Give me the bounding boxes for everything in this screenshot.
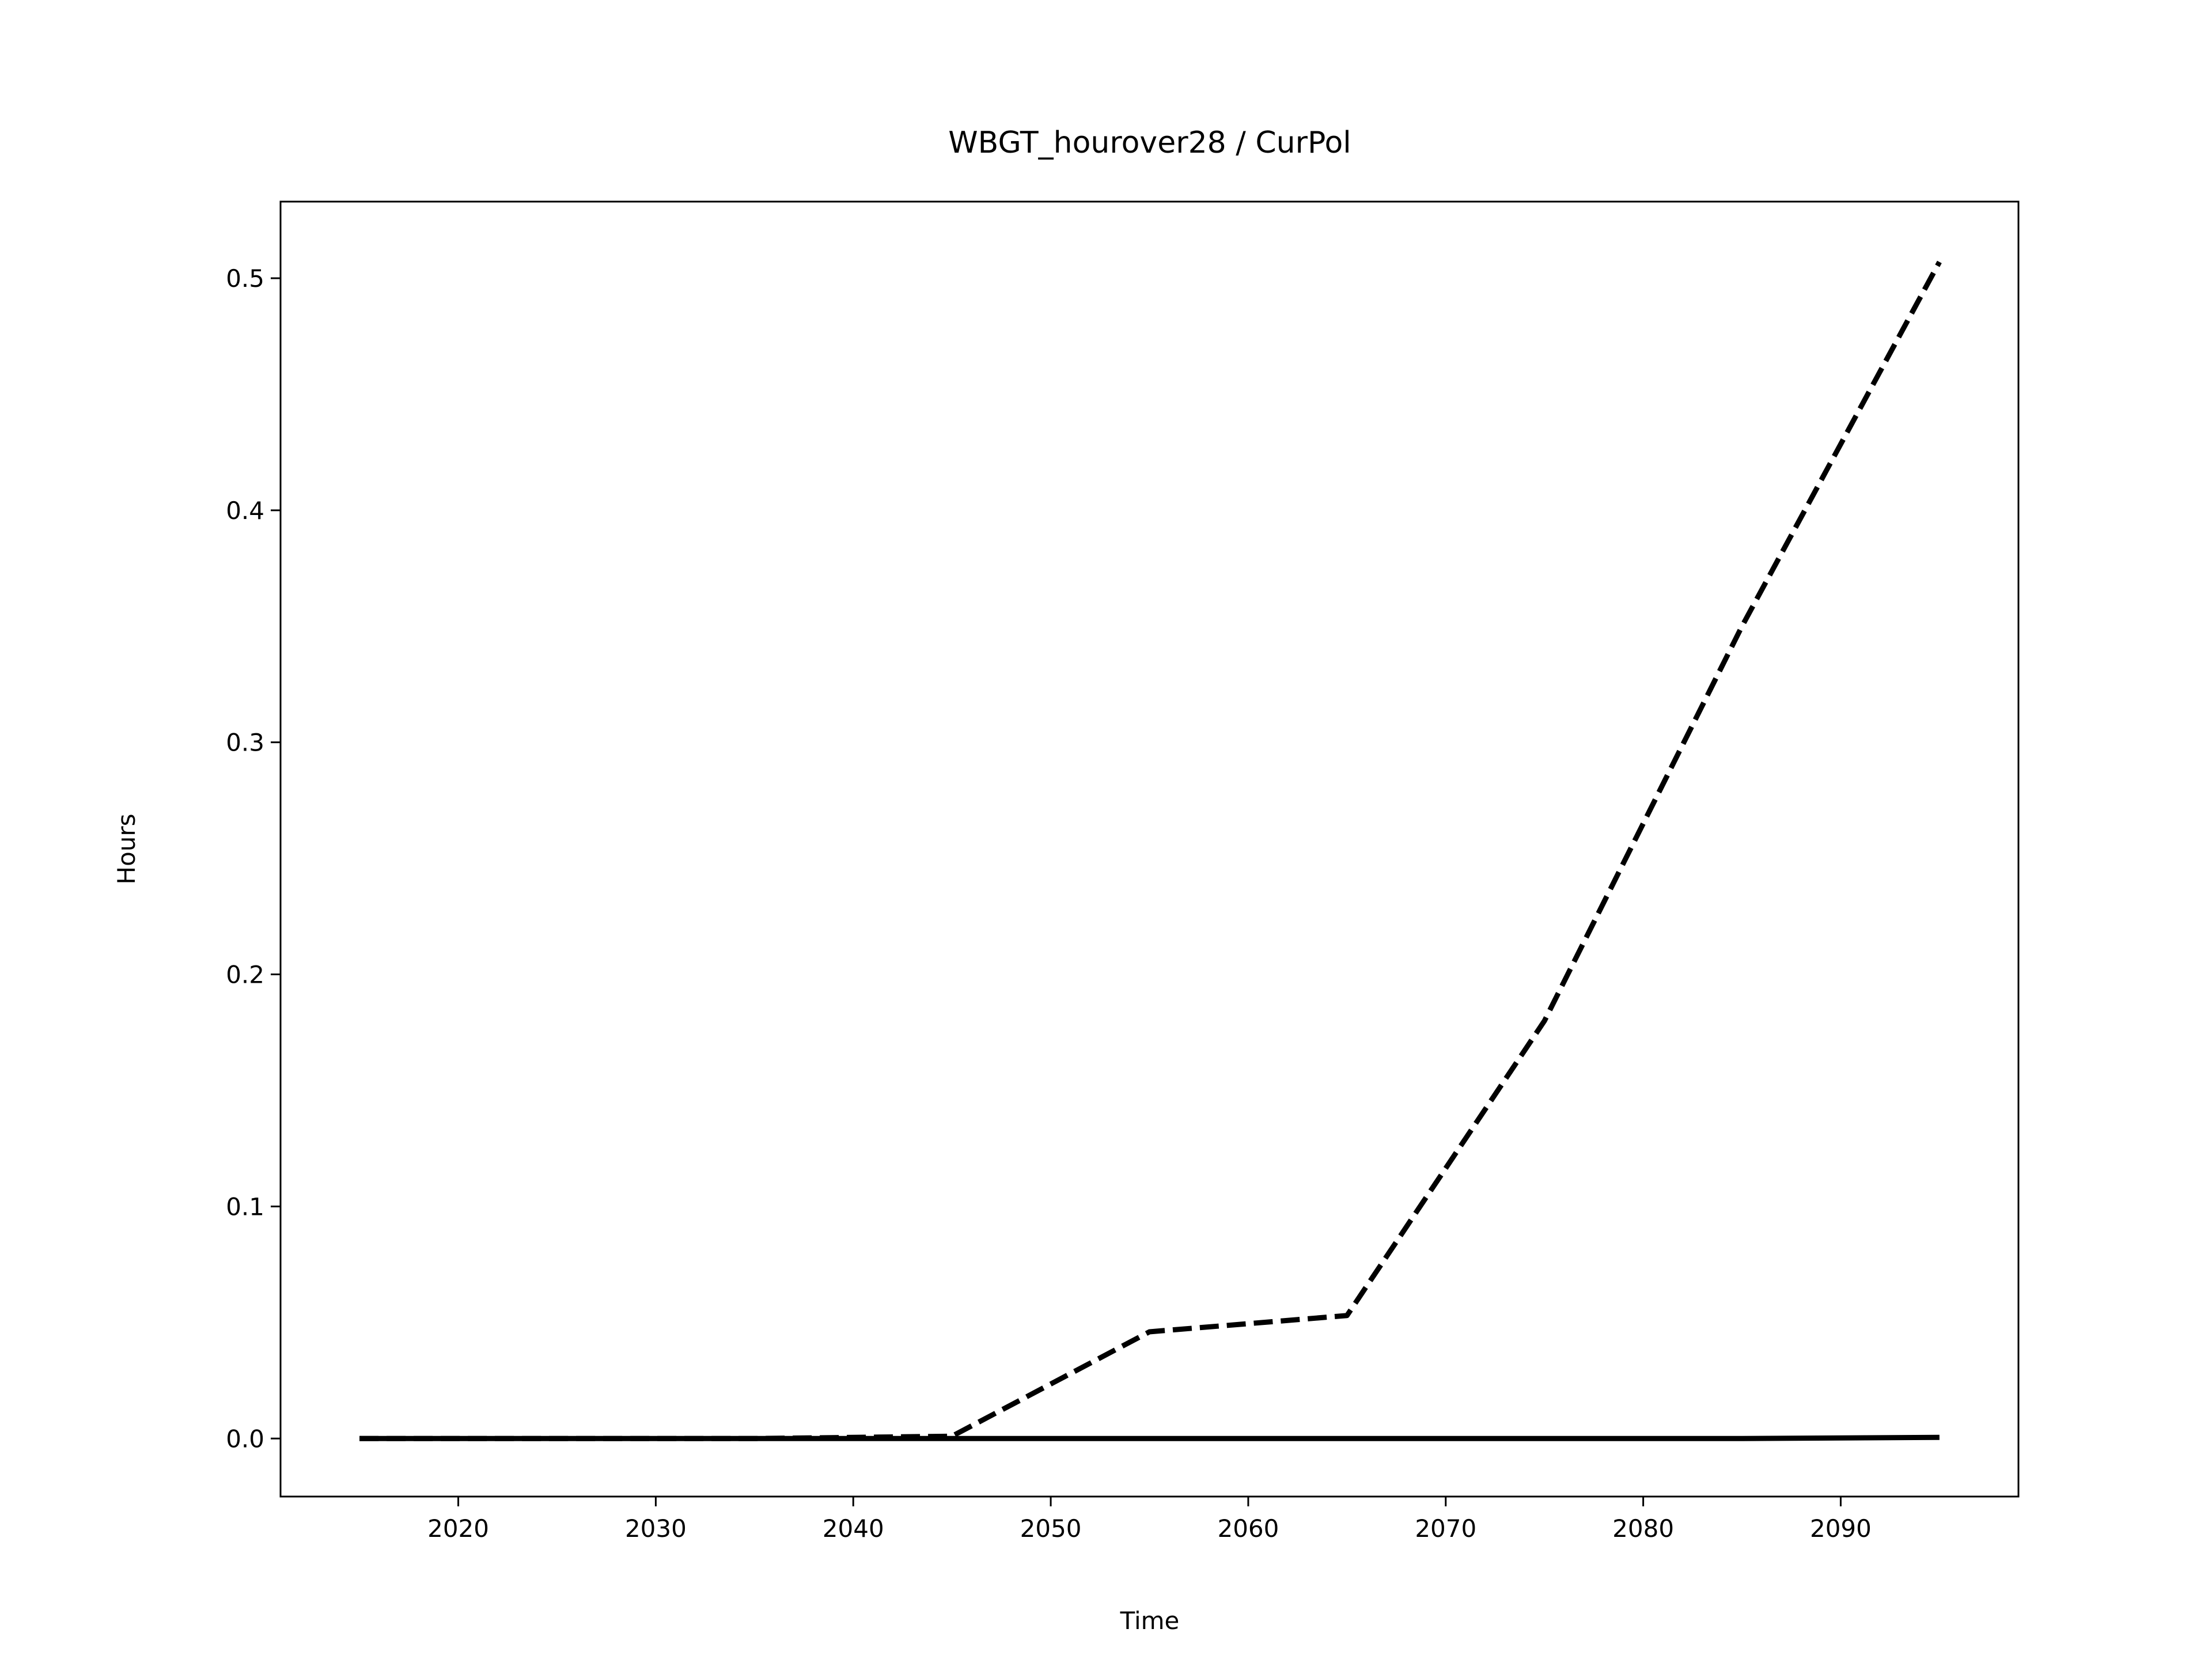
series-line bbox=[359, 1434, 1940, 1441]
x-tick-label: 2060 bbox=[1217, 1514, 1279, 1543]
x-tick-label: 2080 bbox=[1612, 1514, 1674, 1543]
y-tick-label: 0.0 bbox=[226, 1425, 264, 1453]
x-axis-label: Time bbox=[1120, 1607, 1180, 1635]
plot-frame bbox=[279, 200, 2020, 1498]
series-line bbox=[359, 260, 1942, 1441]
x-tick-label: 2070 bbox=[1415, 1514, 1476, 1543]
x-tick-label: 2020 bbox=[427, 1514, 489, 1543]
y-axis-label: Hours bbox=[112, 813, 141, 884]
x-tick-label: 2030 bbox=[625, 1514, 687, 1543]
y-tick-label: 0.2 bbox=[226, 961, 264, 989]
y-tick-label: 0.1 bbox=[226, 1192, 264, 1221]
x-tick-label: 2040 bbox=[823, 1514, 884, 1543]
x-tick-label: 2090 bbox=[1810, 1514, 1872, 1543]
y-tick-label: 0.5 bbox=[226, 264, 264, 293]
y-tick-label: 0.3 bbox=[226, 729, 264, 757]
y-tick-label: 0.4 bbox=[226, 497, 264, 525]
x-tick-label: 2050 bbox=[1020, 1514, 1082, 1543]
chart-title: WBGT_hourover28 / CurPol bbox=[948, 126, 1351, 160]
